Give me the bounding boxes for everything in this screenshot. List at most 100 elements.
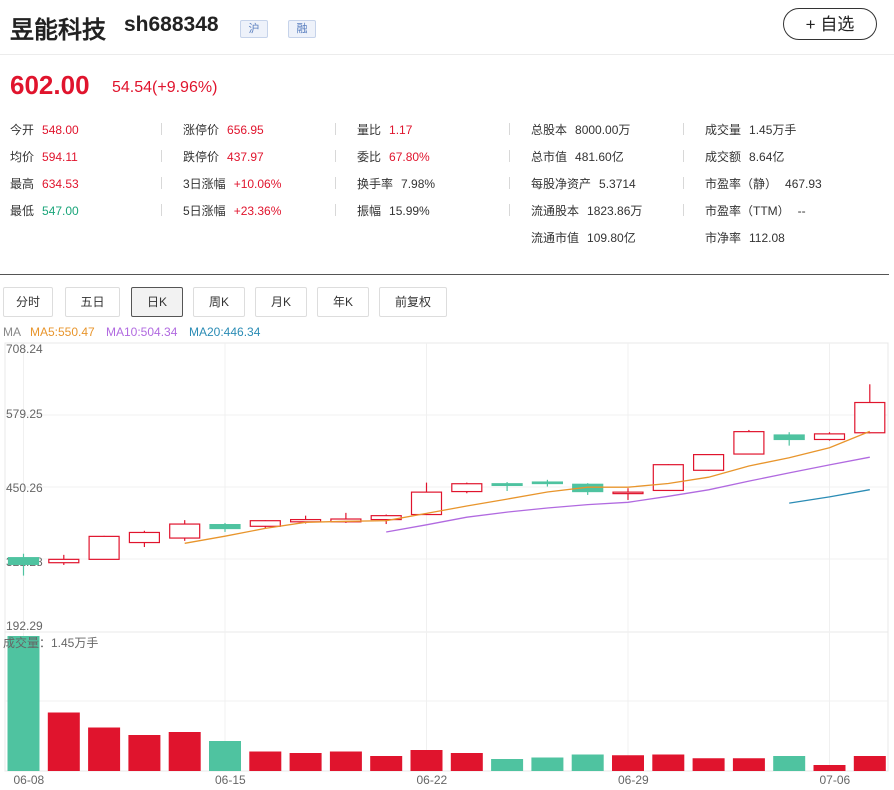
- tab-6[interactable]: 前复权: [379, 287, 447, 317]
- candle-body: [7, 557, 40, 565]
- price-change: 54.54(+9.96%): [112, 79, 218, 96]
- candle-body: [531, 481, 564, 485]
- x-tick-label: 07-06: [820, 773, 851, 787]
- quote-value: 112.08: [749, 231, 785, 245]
- current-price: 602.00: [10, 70, 90, 100]
- quote-field: 最低 547.00: [10, 202, 79, 219]
- quote-label: 换手率: [357, 177, 394, 191]
- ma20-line: [789, 489, 870, 504]
- quote-field: 5日涨幅 +23.36%: [183, 202, 281, 219]
- quote-field: 市净率 112.08: [705, 229, 785, 246]
- quote-label: 流通股本: [531, 204, 580, 218]
- ma5-line: [184, 430, 871, 544]
- candle-body: [733, 431, 765, 455]
- quote-field: 今开 548.00: [10, 121, 79, 138]
- quote-separator: [335, 177, 336, 189]
- quote-field: 均价 594.11: [10, 148, 78, 165]
- quote-field: 振幅 15.99%: [357, 202, 430, 219]
- tab-0[interactable]: 分时: [3, 287, 53, 317]
- quote-field: 成交量 1.45万手: [705, 121, 796, 138]
- quote-separator: [161, 177, 162, 189]
- quote-label: 市净率: [705, 231, 742, 245]
- y-tick-label: 450.26: [6, 481, 43, 495]
- quote-label: 每股净资产: [531, 177, 592, 191]
- quote-value: 67.80%: [389, 150, 430, 164]
- candle-body: [48, 558, 80, 564]
- quote-value: 8000.00万: [575, 123, 631, 137]
- tab-5[interactable]: 年K: [317, 287, 369, 317]
- volume-bar: [450, 753, 483, 771]
- quote-separator: [335, 123, 336, 135]
- quote-label: 跌停价: [183, 150, 220, 164]
- ma-legend-prefix: MA: [3, 325, 21, 339]
- volume-bar: [168, 732, 201, 771]
- quote-value: 548.00: [42, 123, 79, 137]
- tab-4[interactable]: 月K: [255, 287, 307, 317]
- volume-bar: [732, 758, 765, 771]
- y-tick-label: 579.25: [6, 407, 43, 421]
- quote-field: 跌停价 437.97: [183, 148, 264, 165]
- ma20-legend: MA20:446.34: [189, 325, 261, 339]
- quote-field: 成交额 8.64亿: [705, 148, 784, 165]
- quote-value: 1823.86万: [587, 204, 643, 218]
- tab-1[interactable]: 五日: [65, 287, 120, 317]
- stock-name: 昱能科技: [10, 17, 106, 44]
- tab-3[interactable]: 周K: [193, 287, 245, 317]
- chart-frame: [4, 342, 889, 772]
- stock-header: 昱能科技 sh688348 沪 融 + 自选: [0, 0, 894, 55]
- volume-bar: [853, 756, 886, 771]
- x-tick-label: 06-22: [417, 773, 448, 787]
- quote-separator: [683, 150, 684, 162]
- quote-value: 437.97: [227, 150, 264, 164]
- quote-field: 流通股本 1823.86万: [531, 202, 642, 219]
- volume-bar: [209, 741, 241, 771]
- quote-value: +23.36%: [233, 204, 282, 218]
- quote-label: 今开: [10, 123, 35, 137]
- quote-value: 15.99%: [389, 204, 430, 218]
- y-tick-label: 708.24: [6, 342, 43, 356]
- candle-body: [128, 531, 160, 544]
- quote-field: 3日涨幅 +10.06%: [183, 175, 281, 192]
- quote-value: 634.53: [42, 177, 79, 191]
- quote-value: 594.11: [42, 150, 78, 164]
- quote-separator: [161, 123, 162, 135]
- x-tick-label: 06-15: [215, 773, 246, 787]
- quote-field: 总股本 8000.00万: [531, 121, 630, 138]
- quote-field: 换手率 7.98%: [357, 175, 435, 192]
- candle-body: [652, 464, 684, 492]
- quote-separator: [509, 177, 510, 189]
- x-tick-label: 06-29: [618, 773, 649, 787]
- quote-separator: [509, 123, 510, 135]
- quote-field: 总市值 481.60亿: [531, 148, 624, 165]
- quote-separator: [335, 150, 336, 162]
- quote-value: 481.60亿: [575, 150, 624, 164]
- volume-bar: [773, 756, 806, 771]
- ma5-legend: MA5:550.47: [30, 325, 95, 339]
- quote-separator: [335, 204, 336, 216]
- tab-2[interactable]: 日K: [131, 287, 183, 317]
- candle-body: [410, 491, 443, 516]
- quote-separator: [509, 150, 510, 162]
- volume-bar: [410, 750, 443, 771]
- volume-label: 成交量：1.45万手: [3, 635, 98, 650]
- market-tag-sh: 沪: [240, 20, 268, 38]
- quote-field: 市盈率（TTM） --: [705, 202, 806, 219]
- candle-body: [491, 483, 523, 487]
- candle-body: [169, 523, 201, 539]
- volume-bar: [289, 753, 322, 771]
- volume-bar: [612, 755, 644, 771]
- add-favorite-button[interactable]: + 自选: [783, 8, 877, 40]
- x-tick-label: 06-08: [14, 773, 45, 787]
- stock-code: sh688348: [124, 13, 219, 36]
- quote-separator: [683, 123, 684, 135]
- y-tick-label: 192.29: [6, 619, 43, 633]
- candle-body: [209, 524, 241, 530]
- volume-bar: [531, 757, 564, 771]
- quote-label: 最高: [10, 177, 35, 191]
- margin-tag: 融: [288, 20, 316, 38]
- candle-body: [612, 491, 644, 495]
- quote-separator: [683, 177, 684, 189]
- quote-field: 量比 1.17: [357, 121, 412, 138]
- ma10-legend: MA10:504.34: [106, 325, 178, 339]
